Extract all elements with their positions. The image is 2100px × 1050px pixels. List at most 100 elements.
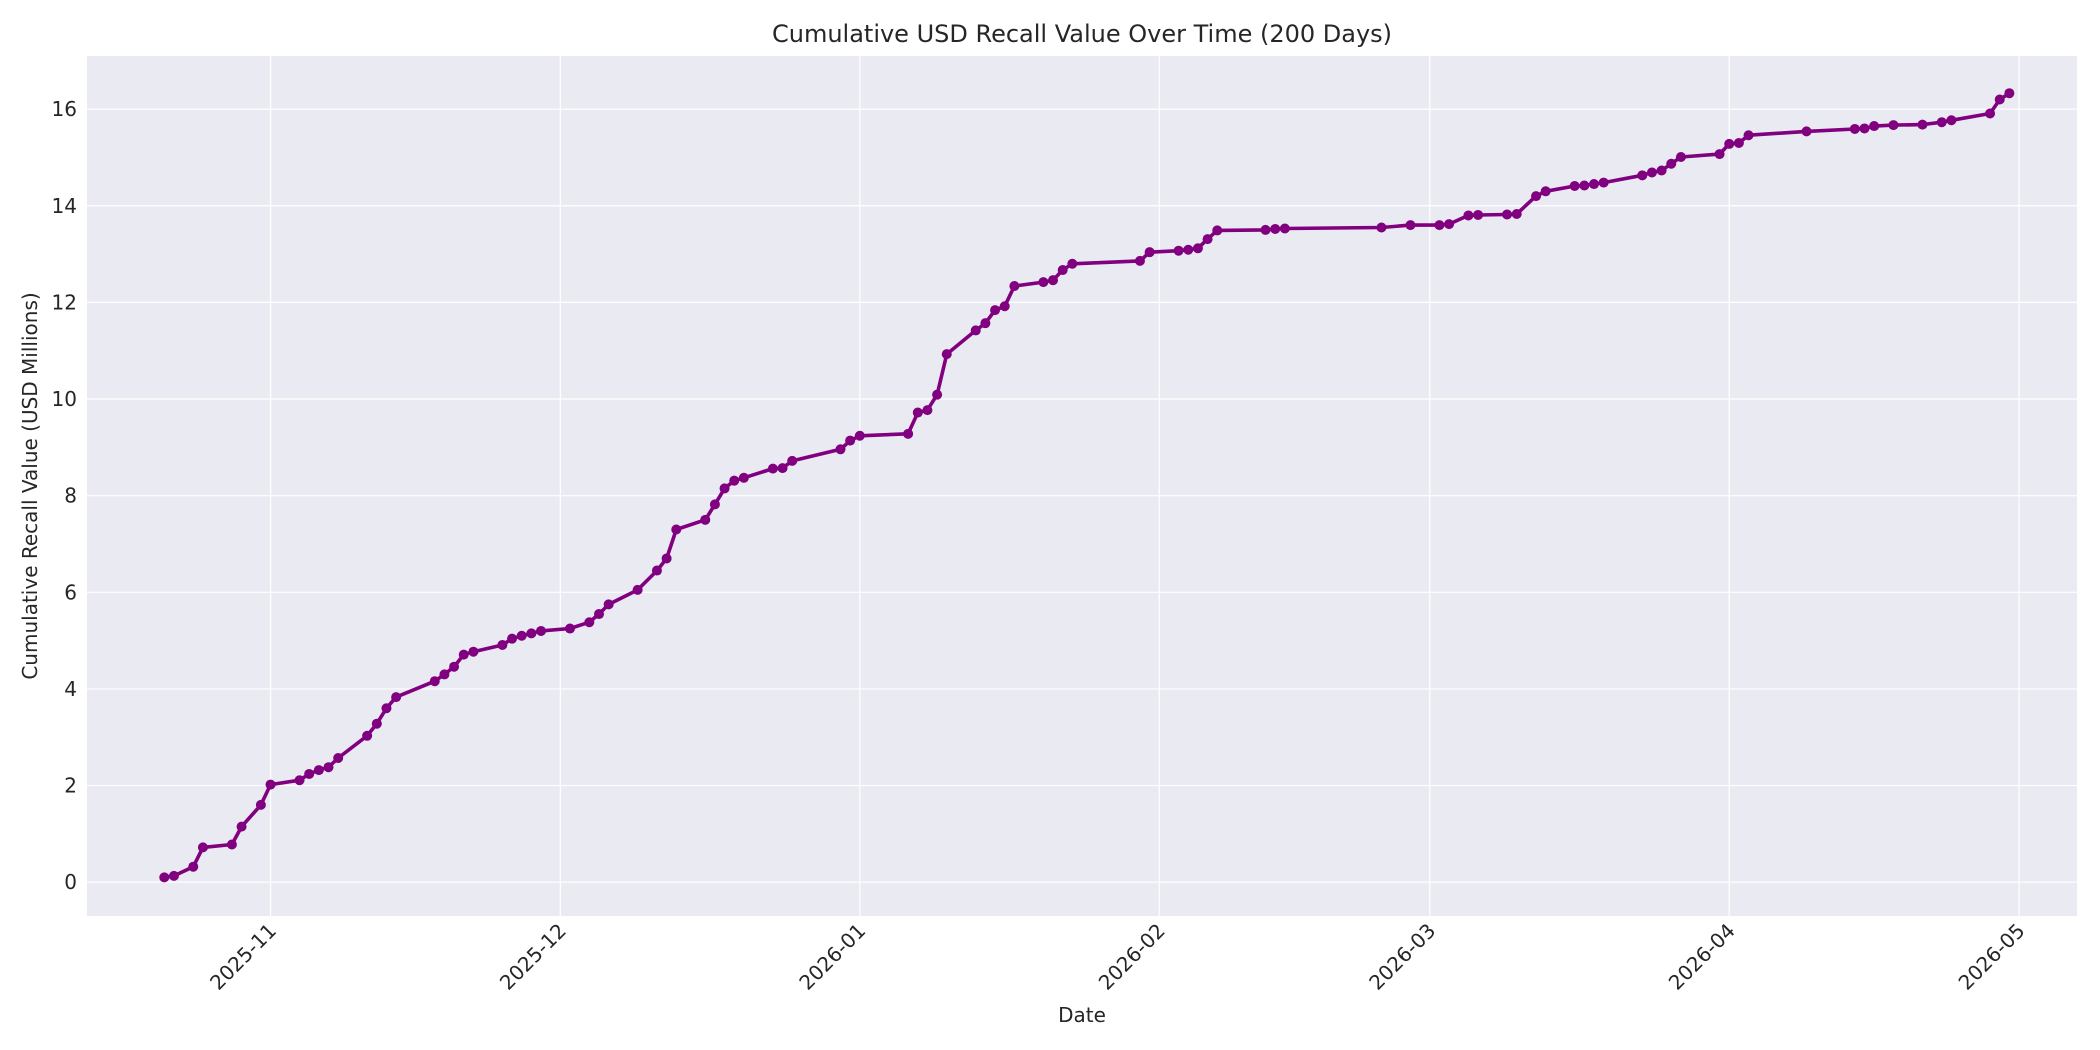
data-point [371, 718, 382, 729]
data-point [1588, 179, 1599, 190]
x-tick-label: 2026-01 [794, 919, 870, 995]
data-point [2004, 88, 2015, 99]
data-point [159, 872, 170, 883]
data-point [941, 349, 952, 360]
data-point [1048, 275, 1059, 286]
y-tick-label: 2 [64, 774, 77, 798]
data-point [1009, 280, 1020, 291]
data-point [362, 730, 373, 741]
data-point [1540, 186, 1551, 197]
data-point [1675, 151, 1686, 162]
data-point [1946, 115, 1957, 126]
data-point [922, 405, 933, 416]
data-point [304, 768, 315, 779]
data-point [1183, 244, 1194, 255]
data-point [526, 628, 537, 639]
data-point [1038, 277, 1049, 288]
data-point [671, 524, 682, 535]
data-point [1511, 208, 1522, 219]
y-tick-labels: 0 2 4 6 8 10 12 14 16 [52, 97, 77, 894]
data-point [313, 765, 324, 776]
data-point [729, 475, 740, 486]
data-point [1192, 243, 1203, 254]
data-point [1579, 180, 1590, 191]
x-tick-label: 2025-11 [205, 919, 281, 995]
data-point [265, 779, 276, 790]
data-point [932, 389, 943, 400]
data-point [719, 483, 730, 494]
data-point [168, 870, 179, 881]
y-tick-label: 6 [64, 580, 77, 604]
data-point [1502, 209, 1513, 220]
y-tick-label: 12 [52, 290, 77, 314]
data-point [323, 762, 334, 773]
y-tick-label: 0 [64, 870, 77, 894]
data-point [1260, 224, 1271, 235]
data-point [903, 428, 914, 439]
data-point [1714, 149, 1725, 160]
data-point [226, 839, 237, 850]
data-point [970, 325, 981, 336]
y-tick-label: 4 [64, 677, 77, 701]
y-axis-label: Cumulative Recall Value (USD Millions) [18, 292, 42, 679]
data-point [1656, 165, 1667, 176]
y-tick-label: 10 [52, 387, 77, 411]
data-point [1801, 126, 1812, 137]
data-point [1849, 123, 1860, 134]
x-tick-labels: 2025-11 2025-12 2026-01 2026-02 2026-03 2026-… [205, 919, 2030, 995]
data-point [1202, 234, 1213, 245]
plot-background [87, 56, 2077, 916]
data-point [1405, 220, 1416, 231]
data-point [1434, 220, 1445, 231]
data-point [1733, 137, 1744, 148]
data-point [565, 623, 576, 634]
data-point [1985, 108, 1996, 119]
data-point [1531, 191, 1542, 202]
data-point [845, 435, 856, 446]
chart-title: Cumulative USD Recall Value Over Time (2… [772, 20, 1392, 48]
data-point [1463, 210, 1474, 221]
data-point [381, 703, 392, 714]
data-point [777, 463, 788, 474]
x-tick-label: 2026-05 [1954, 919, 2030, 995]
data-point [651, 565, 662, 576]
data-point [980, 318, 991, 329]
data-point [854, 430, 865, 441]
data-point [990, 305, 1001, 316]
data-point [661, 553, 672, 564]
data-point [391, 692, 402, 703]
data-point [1598, 177, 1609, 188]
x-axis-label: Date [1058, 1003, 1106, 1027]
data-point [1067, 258, 1078, 269]
data-point [1724, 138, 1735, 149]
y-tick-label: 14 [52, 194, 77, 218]
data-point [1057, 265, 1068, 276]
data-point [1646, 167, 1657, 178]
data-point [912, 407, 923, 418]
data-point [1279, 223, 1290, 234]
data-point [1888, 120, 1899, 131]
data-point [1859, 123, 1870, 134]
data-point [449, 661, 460, 672]
data-point [1444, 219, 1455, 230]
data-point [1473, 209, 1484, 220]
y-tick-label: 16 [52, 97, 77, 121]
data-point [603, 599, 614, 610]
data-point [497, 639, 508, 650]
data-point [507, 633, 518, 644]
data-point [536, 625, 547, 636]
data-point [1134, 255, 1145, 266]
data-point [1936, 117, 1947, 128]
data-point [1212, 225, 1223, 236]
data-point [439, 669, 450, 680]
data-point [593, 609, 604, 620]
data-point [835, 444, 846, 455]
data-point [999, 301, 1010, 312]
x-tick-label: 2025-12 [495, 919, 571, 995]
data-point [709, 499, 720, 510]
data-point [1637, 170, 1648, 181]
data-point [1743, 130, 1754, 141]
data-point [1173, 245, 1184, 256]
data-point [787, 455, 798, 466]
